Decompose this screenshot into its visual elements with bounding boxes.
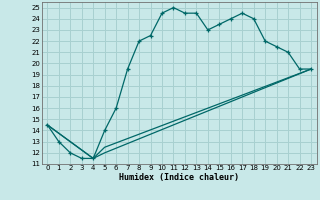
X-axis label: Humidex (Indice chaleur): Humidex (Indice chaleur) [119,173,239,182]
